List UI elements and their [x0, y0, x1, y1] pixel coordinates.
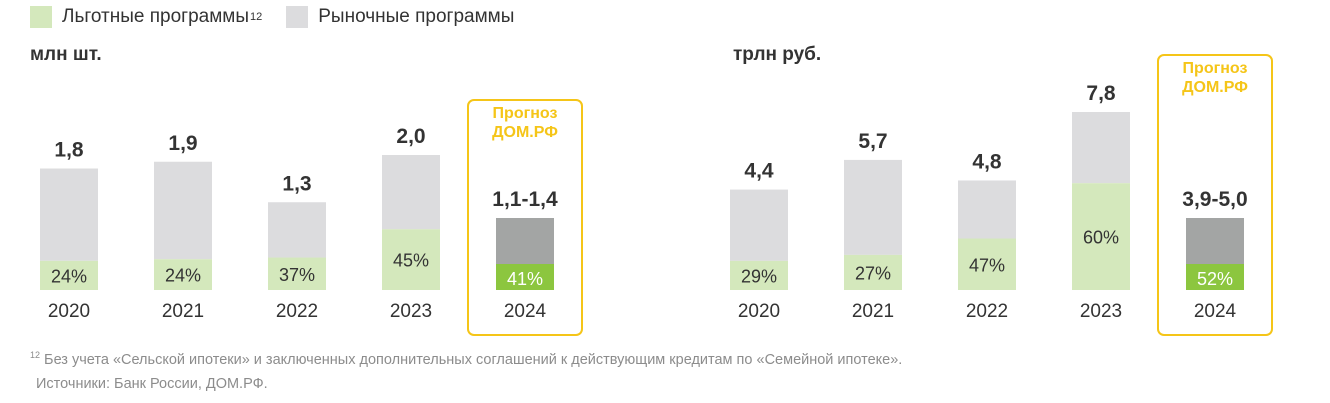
bar-market-2020	[730, 189, 788, 261]
bar-market-2024	[496, 218, 554, 264]
category-label-2023: 2023	[1080, 301, 1122, 322]
total-label-2020: 1,8	[54, 139, 84, 162]
category-label-2024: 2024	[1194, 301, 1237, 322]
legend: Льготные программы 12 Рыночные программы	[30, 6, 538, 28]
footnote-text: Без учета «Сельской ипотеки» и заключенн…	[44, 351, 903, 368]
bar-preferential-2022	[958, 238, 1016, 290]
share-label-2023: 45%	[393, 251, 429, 271]
bar-market-2021	[844, 159, 902, 255]
share-label-2021: 27%	[855, 263, 891, 283]
forecast-label-line1: Прогноз	[493, 105, 558, 122]
category-label-2020: 2020	[48, 301, 90, 322]
bar-market-2021	[154, 161, 212, 260]
category-label-2021: 2021	[162, 301, 204, 322]
bar-preferential-2024	[496, 264, 554, 290]
forecast-frame-left	[467, 99, 583, 336]
footnote-mark: 12	[30, 350, 41, 360]
total-label-2021: 1,9	[168, 132, 197, 155]
bar-preferential-2020	[40, 260, 98, 290]
bar-market-2022	[268, 202, 326, 258]
bar-market-2023	[1072, 112, 1130, 184]
category-label-2024: 2024	[504, 301, 547, 322]
unit-label-right: трлн руб.	[733, 44, 822, 65]
unit-label-left: млн шт.	[30, 44, 102, 65]
legend-label-market: Рыночные программы	[318, 6, 515, 27]
bar-preferential-2024	[1186, 264, 1244, 290]
forecast-label-line2: ДОМ.РФ	[1182, 79, 1248, 96]
share-label-2022: 47%	[969, 255, 1005, 275]
bar-market-2024	[1186, 218, 1244, 264]
total-label-2022: 4,8	[972, 150, 1002, 173]
bar-preferential-2021	[154, 259, 212, 290]
total-label-2023: 2,0	[396, 125, 425, 148]
total-label-2023: 7,8	[1086, 82, 1116, 105]
forecast-frame-right	[1157, 54, 1273, 336]
legend-label-preferential: Льготные программы	[62, 6, 249, 27]
bar-market-2020	[40, 168, 98, 261]
total-label-2024: 3,9-5,0	[1182, 188, 1247, 211]
charts-canvas: 24% 1,8 2020 24% 1,9 2021 37% 1,3 2022 45% 2,0 2023…	[40, 54, 1273, 336]
bar-market-2023	[382, 155, 440, 230]
category-label-2023: 2023	[390, 301, 432, 322]
total-label-2022: 1,3	[282, 172, 311, 195]
total-label-2024: 1,1-1,4	[492, 188, 558, 211]
bar-preferential-2022	[268, 257, 326, 290]
category-label-2022: 2022	[276, 301, 318, 322]
share-label-2020: 29%	[741, 266, 777, 286]
share-label-2024: 41%	[507, 269, 543, 289]
bar-preferential-2023	[1072, 183, 1130, 290]
share-label-2023: 60%	[1083, 228, 1119, 248]
share-label-2022: 37%	[279, 265, 315, 285]
total-label-2020: 4,4	[744, 160, 774, 183]
share-label-2020: 24%	[51, 266, 87, 286]
legend-swatch-market	[286, 6, 309, 28]
category-label-2022: 2022	[966, 301, 1008, 322]
category-label-2021: 2021	[852, 301, 894, 322]
bar-market-2022	[958, 180, 1016, 239]
forecast-label-line2: ДОМ.РФ	[492, 124, 558, 141]
legend-item-preferential: Льготные программы 12	[30, 6, 262, 28]
share-label-2024: 52%	[1197, 269, 1233, 289]
legend-footnote-mark: 12	[250, 11, 263, 23]
legend-swatch-preferential	[30, 6, 52, 28]
bar-preferential-2021	[844, 254, 902, 290]
legend-item-market: Рыночные программы	[286, 6, 514, 28]
share-label-2021: 24%	[165, 266, 201, 286]
footnote: 12 Без учета «Сельской ипотеки» и заключ…	[30, 343, 902, 396]
footnote-line: 12 Без учета «Сельской ипотеки» и заключ…	[30, 343, 902, 372]
sources-line: Источники: Банк России, ДОМ.РФ.	[36, 375, 268, 392]
bar-preferential-2020	[730, 260, 788, 290]
forecast-label-line1: Прогноз	[1183, 60, 1248, 77]
bar-preferential-2023	[382, 229, 440, 290]
total-label-2021: 5,7	[858, 130, 887, 153]
category-label-2020: 2020	[738, 301, 780, 322]
